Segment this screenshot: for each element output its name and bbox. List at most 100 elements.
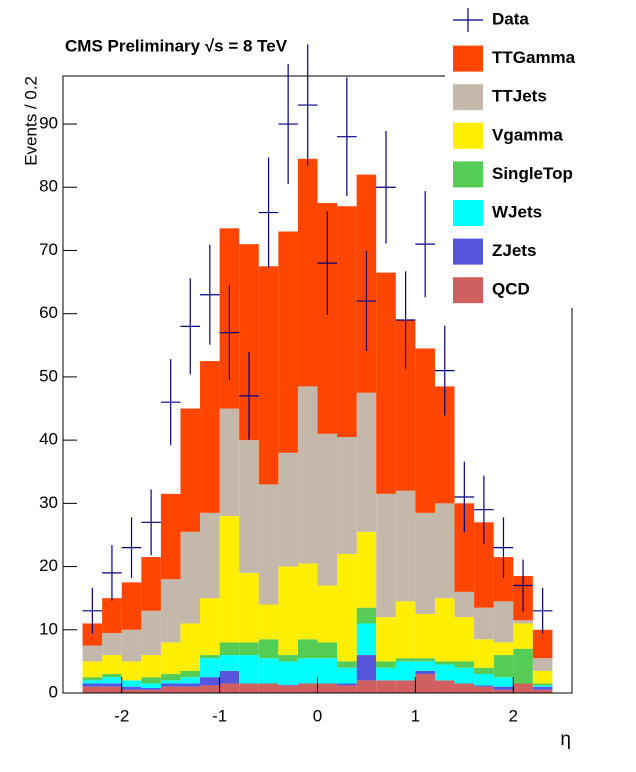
bar-segment: [278, 566, 298, 656]
bar-segment: [415, 670, 435, 675]
bar-segment: [317, 642, 338, 659]
bar-segment: [239, 655, 259, 684]
bar-segment: [200, 512, 220, 599]
legend-swatch: [453, 45, 483, 72]
x-tick-label: -2: [114, 706, 129, 725]
bar-segment: [258, 484, 279, 605]
bar-segment: [454, 667, 475, 684]
bar-segment: [258, 604, 279, 640]
bar-segment: [474, 639, 494, 668]
bar-segment: [337, 553, 357, 662]
bar-segment: [121, 686, 142, 690]
bar-segment: [200, 361, 220, 513]
x-tick-label: -1: [212, 706, 227, 725]
bar-segment: [82, 683, 103, 687]
bar-segment: [454, 661, 475, 668]
y-tick-label: 30: [39, 493, 58, 512]
data-point: [474, 475, 494, 544]
bar-segment: [356, 655, 377, 681]
legend-label: TTJets: [492, 87, 547, 106]
bar-segment: [474, 607, 494, 640]
bar-segment: [395, 680, 416, 693]
data-point: [219, 285, 240, 381]
bar-segment: [337, 683, 357, 686]
bar-segment: [513, 620, 533, 624]
bar-segment: [356, 680, 377, 693]
bar-segment: [121, 629, 142, 662]
bar-segment: [141, 689, 161, 693]
x-tick-label: 1: [411, 706, 420, 725]
legend-label: WJets: [492, 202, 542, 221]
bar-segment: [454, 617, 475, 662]
legend-swatch: [453, 122, 483, 149]
legend-label: TTGamma: [492, 48, 576, 67]
data-point: [415, 191, 435, 298]
bar-segment: [474, 667, 494, 675]
bar-segment: [102, 632, 122, 656]
bar-segment: [376, 680, 396, 693]
bar-segment: [434, 664, 455, 681]
data-point: [239, 352, 259, 440]
bar-segment: [532, 683, 553, 686]
bar-segment: [82, 661, 103, 678]
bar-segment: [493, 557, 514, 602]
data-point: [82, 588, 103, 634]
bar-segment: [239, 244, 259, 441]
bar-segment: [258, 658, 279, 684]
bar-segment: [434, 661, 455, 665]
bar-segment: [219, 642, 240, 656]
data-point: [121, 517, 142, 578]
bar-segment: [454, 591, 475, 618]
bar-segment: [141, 557, 161, 611]
bar-segment: [82, 645, 103, 662]
bar-segment: [415, 512, 435, 614]
bar-segment: [474, 522, 494, 608]
bar-segment: [102, 677, 122, 684]
bar-segment: [102, 598, 122, 633]
data-point: [297, 44, 318, 166]
bar-segment: [532, 670, 553, 684]
bar-segment: [141, 687, 161, 690]
bar-segment: [317, 433, 338, 586]
bar-segment: [513, 683, 533, 693]
legend-label: Data: [492, 9, 529, 28]
bar-segment: [297, 386, 318, 564]
bar-segment: [278, 661, 298, 685]
bar-segment: [121, 689, 142, 693]
bar-segment: [200, 658, 220, 678]
bar-segment: [532, 689, 553, 693]
data-point: [493, 517, 514, 578]
bar-segment: [493, 686, 514, 690]
bar-segment: [297, 683, 318, 693]
data-point: [180, 278, 201, 375]
bar-segment: [278, 685, 298, 693]
data-point: [278, 63, 298, 185]
bar-segment: [160, 674, 181, 681]
data-point: [102, 545, 122, 601]
bar-segment: [258, 266, 279, 485]
bar-segment: [395, 490, 416, 602]
bar-segment: [121, 680, 142, 687]
bar-segment: [219, 515, 240, 643]
y-tick-label: 10: [39, 619, 58, 638]
bar-segment: [278, 231, 298, 453]
bar-segment: [258, 639, 279, 659]
bar-segment: [180, 686, 201, 693]
bar-segment: [180, 670, 201, 678]
data-point: [317, 211, 338, 315]
bar-segment: [337, 661, 357, 668]
bar-segment: [258, 683, 279, 693]
bar-segment: [376, 667, 396, 681]
bar-segment: [160, 493, 181, 580]
bar-segment: [474, 685, 494, 687]
bar-segment: [395, 658, 416, 662]
bar-segment: [474, 674, 494, 686]
bar-segment: [82, 623, 103, 646]
bar-segment: [415, 348, 435, 513]
bar-segment: [219, 408, 240, 516]
bar-segment: [200, 685, 220, 693]
bar-segment: [200, 677, 220, 686]
bar-segment: [415, 658, 435, 662]
bar-segment: [160, 686, 181, 693]
bar-segment: [278, 684, 298, 686]
